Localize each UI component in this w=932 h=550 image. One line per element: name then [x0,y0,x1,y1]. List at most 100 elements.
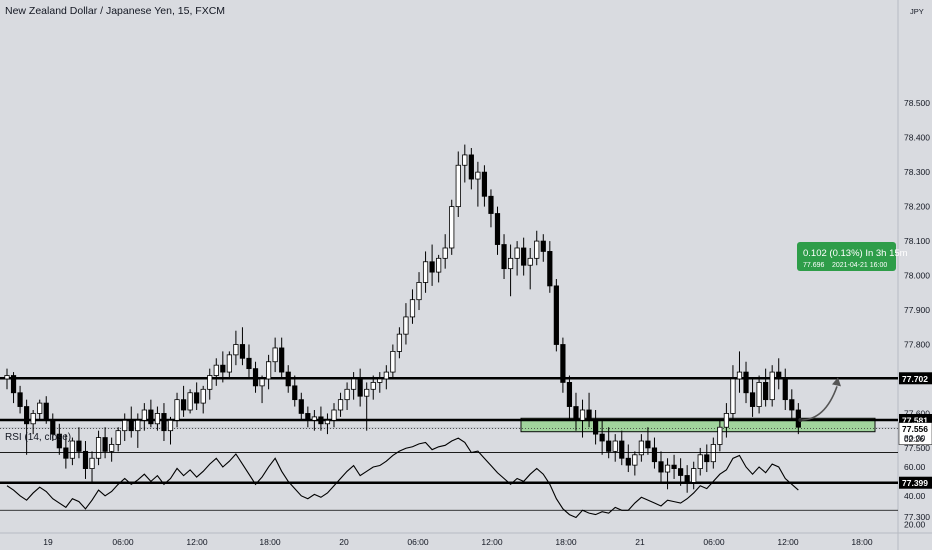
candle-body [344,388,350,401]
candle-body [429,261,435,273]
candle-body [678,468,684,476]
candle-body [514,247,520,259]
candle [82,441,89,479]
candle-body [141,409,147,421]
time-tick-label: 12:00 [186,537,208,547]
candle-body [436,257,442,273]
candle-body [409,299,416,318]
candle [17,385,23,414]
candle [200,385,206,414]
candle-body [573,406,579,421]
price-tick-label: 77.300 [904,512,930,522]
candle-body [789,399,795,411]
candle [776,358,782,390]
candle [377,372,383,393]
candle [449,199,455,255]
candle-body [318,416,324,425]
candle-body [357,378,363,397]
candle-body [298,399,304,414]
candle-body [664,464,671,473]
candle [220,351,226,383]
candle [769,365,775,407]
candle-body [226,354,232,373]
candle [370,375,376,400]
price-tick-label: 78.100 [904,236,930,246]
candle [148,399,154,428]
candle [154,406,161,431]
candle [30,409,36,435]
candle-body [782,378,788,401]
candle-body [612,440,618,452]
candle-body [148,409,154,425]
candle-body [10,375,17,394]
candle-body [24,406,30,425]
candle [488,189,494,228]
candle-body [749,392,756,407]
candle-body [174,399,180,421]
candle-body [704,454,710,463]
candle-body [730,378,736,414]
candle [396,327,403,359]
candle-body [625,457,631,466]
candle [645,427,651,455]
candle-body [213,364,219,376]
candle-body [56,433,62,449]
rsi-tick-label: 60.00 [904,462,926,472]
candle-body [403,316,409,335]
candle-body [736,371,743,380]
candle-body [776,371,782,380]
candle-body [17,392,23,407]
candle-body [63,447,69,459]
candle [717,420,723,452]
candle [357,368,363,407]
candle-body [462,154,468,166]
candle [141,403,147,431]
candle [331,403,337,428]
candle [311,409,317,431]
candle-body [37,402,43,414]
support-level-label: 77.399 [902,478,928,488]
candle-body [377,378,383,383]
candle-body [305,413,311,421]
candle-body [279,347,285,373]
candle [691,461,697,490]
rsi-title: RSI (14, close) [5,432,72,443]
candle [279,337,285,379]
candle [455,151,461,217]
candle [265,354,272,390]
candle [37,399,43,421]
candle-body [239,344,246,359]
candle-body [370,382,376,390]
candle-body [69,440,75,459]
rsi-line [6,437,799,519]
candle [749,378,756,417]
candle [226,351,232,379]
projection-arrowhead [832,377,841,387]
candle [632,451,638,476]
candle [122,413,128,442]
candle [481,165,488,207]
candle [10,372,17,404]
candle-body [481,171,488,197]
candle [501,234,507,280]
candle-body [566,382,573,407]
time-tick-label: 06:00 [703,537,725,547]
candle [180,385,187,417]
time-tick-label: 12:00 [777,537,799,547]
candle-body [115,430,121,445]
candle-body [442,247,448,259]
candle [43,396,49,424]
candle-body [697,454,703,469]
candle-layer [4,144,801,493]
candle-body [416,282,422,301]
candle [468,148,474,190]
candle [63,434,69,469]
currency-label: JPY [910,7,924,16]
candle [579,399,586,438]
candle [89,451,95,483]
candle-body [76,440,82,452]
candle-body [763,382,769,401]
candle-body [102,437,108,452]
